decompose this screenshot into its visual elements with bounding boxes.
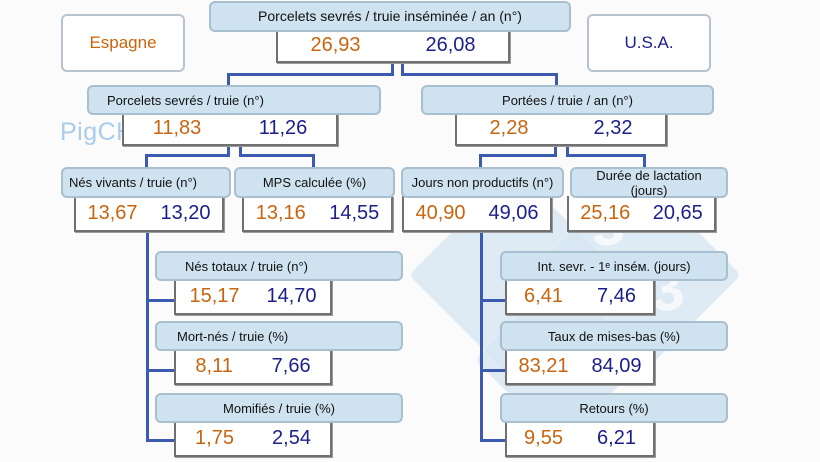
value-spain: 8,11 xyxy=(195,354,233,377)
value-spain: 13,16 xyxy=(255,201,306,224)
node-label: MPS calculée (%) xyxy=(234,167,395,198)
node-label: Porcelets sevrés / truie inséminée / an … xyxy=(209,1,571,32)
value-spain: 25,16 xyxy=(580,201,631,224)
value-usa: 7,46 xyxy=(597,284,636,307)
node-label: Durée de lactation (jours) xyxy=(570,167,728,198)
value-usa: 6,21 xyxy=(597,426,636,449)
node-values: 6,41 7,46 xyxy=(505,279,655,315)
node-label: Momifiés / truie (%) xyxy=(155,393,403,423)
value-spain: 40,90 xyxy=(415,201,466,224)
value-usa: 7,66 xyxy=(271,354,311,377)
value-usa: 13,20 xyxy=(160,201,211,224)
node-label: Taux de mises-bas (%) xyxy=(500,321,728,351)
node-values: 8,11 7,66 xyxy=(174,349,332,385)
node-values: 9,55 6,21 xyxy=(505,421,655,457)
value-spain: 15,17 xyxy=(189,284,240,307)
value-usa: 14,55 xyxy=(329,201,380,224)
value-spain: 6,41 xyxy=(524,284,563,307)
node-values: 13,16 14,55 xyxy=(242,196,393,232)
value-spain: 83,21 xyxy=(518,354,569,377)
value-spain: 2,28 xyxy=(489,117,529,139)
node-label: Nés totaux / truie (n°) xyxy=(155,251,403,281)
value-usa: 2,32 xyxy=(593,117,633,139)
node-values: 40,90 49,06 xyxy=(402,196,552,232)
node-label: Portées / truie / an (n°) xyxy=(421,85,714,115)
node-values: 13,67 13,20 xyxy=(74,196,224,232)
node-values: 15,17 14,70 xyxy=(174,279,332,315)
node-label: Nés vivants / truie (n°) xyxy=(61,167,231,198)
value-usa: 14,70 xyxy=(266,284,317,307)
value-usa: 49,06 xyxy=(488,201,539,224)
value-spain: 1,75 xyxy=(195,426,234,449)
node-values: 1,75 2,54 xyxy=(174,421,332,457)
value-spain: 11,83 xyxy=(152,117,202,139)
node-label: Jours non productifs (n°) xyxy=(401,167,564,198)
node-label: Int. sevr. - 1ᵉ inséм. (jours) xyxy=(500,251,728,281)
value-spain: 13,67 xyxy=(87,201,138,224)
node-values: 83,21 84,09 xyxy=(505,349,655,385)
value-usa: 2,54 xyxy=(272,426,311,449)
node-label: Retours (%) xyxy=(500,393,728,423)
value-usa: 84,09 xyxy=(591,354,642,377)
value-usa: 20,65 xyxy=(652,201,703,224)
node-label: Porcelets sevrés / truie (n°) xyxy=(87,85,381,115)
value-usa: 11,26 xyxy=(258,117,308,139)
value-spain: 26,93 xyxy=(310,34,361,56)
value-spain: 9,55 xyxy=(524,426,563,449)
node-values: 11,83 11,26 xyxy=(122,113,338,146)
node-values: 25,16 20,65 xyxy=(567,196,716,232)
legend-usa: U.S.A. xyxy=(587,14,711,72)
legend-spain: Espagne xyxy=(61,14,185,72)
node-values: 2,28 2,32 xyxy=(455,113,667,146)
node-values: 26,93 26,08 xyxy=(276,30,510,63)
value-usa: 26,08 xyxy=(425,34,476,56)
node-label: Mort-nés / truie (%) xyxy=(155,321,403,351)
